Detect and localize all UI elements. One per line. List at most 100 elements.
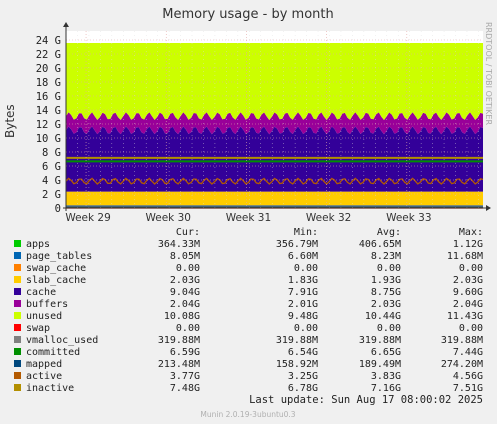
legend-value-max: 11.68M xyxy=(447,251,483,262)
y-tick-label: 24 G xyxy=(36,35,61,47)
legend-label: committed xyxy=(26,347,80,358)
legend-label: cache xyxy=(26,287,56,298)
legend-swatch xyxy=(14,324,21,331)
y-tick-label: 20 G xyxy=(36,63,61,75)
legend-value-min: 6.60M xyxy=(288,251,318,262)
y-tick-label: 8 G xyxy=(42,147,61,159)
legend-value-avg: 2.03G xyxy=(371,299,401,310)
legend-label: vmalloc_used xyxy=(26,335,98,346)
legend-value-avg: 10.44G xyxy=(365,311,401,322)
legend-label: page_tables xyxy=(26,251,92,262)
legend-swatch xyxy=(14,252,21,259)
legend-value-avg: 0.00 xyxy=(377,263,401,274)
legend-label: apps xyxy=(26,239,50,250)
legend-value-min: 9.48G xyxy=(288,311,318,322)
legend-label: swap_cache xyxy=(26,263,86,274)
legend-header: Avg: xyxy=(377,227,401,238)
area-slab-cache xyxy=(66,191,483,206)
legend-value-cur: 9.04G xyxy=(170,287,200,298)
legend-header: Min: xyxy=(294,227,318,238)
legend-label: mapped xyxy=(26,359,62,370)
legend-value-min: 7.91G xyxy=(288,287,318,298)
y-tick-label: 12 G xyxy=(36,119,61,131)
legend-value-avg: 3.83G xyxy=(371,371,401,382)
legend-label: buffers xyxy=(26,299,68,310)
legend-label: unused xyxy=(26,311,62,322)
legend-value-avg: 1.93G xyxy=(371,275,401,286)
legend-swatch xyxy=(14,384,21,391)
x-tick-label: Week 32 xyxy=(306,212,351,224)
legend-swatch xyxy=(14,288,21,295)
legend-value-max: 0.00 xyxy=(459,263,483,274)
legend-value-cur: 10.08G xyxy=(164,311,200,322)
legend-value-cur: 3.77G xyxy=(170,371,200,382)
legend-value-cur: 319.88M xyxy=(158,335,200,346)
x-axis-arrow xyxy=(486,205,491,211)
legend-value-avg: 6.65G xyxy=(371,347,401,358)
legend-value-avg: 8.75G xyxy=(371,287,401,298)
legend-value-avg: 0.00 xyxy=(377,323,401,334)
legend-value-min: 1.83G xyxy=(288,275,318,286)
legend-swatch xyxy=(14,360,21,367)
y-tick-label: 18 G xyxy=(36,77,61,89)
legend-value-cur: 8.05M xyxy=(170,251,200,262)
legend-value-avg: 189.49M xyxy=(359,359,401,370)
legend-value-cur: 7.48G xyxy=(170,383,200,394)
legend-swatch xyxy=(14,312,21,319)
x-tick-label: Week 31 xyxy=(226,212,271,224)
legend-swatch xyxy=(14,372,21,379)
y-tick-label: 14 G xyxy=(36,105,61,117)
area-buffers xyxy=(66,112,483,135)
legend-value-avg: 319.88M xyxy=(359,335,401,346)
footer-version: Munin 2.0.19-3ubuntu0.3 xyxy=(200,410,295,419)
x-tick-label: Week 33 xyxy=(386,212,431,224)
y-tick-label: 4 G xyxy=(42,175,61,187)
y-tick-label: 2 G xyxy=(42,189,61,201)
legend-value-min: 0.00 xyxy=(294,263,318,274)
x-tick-label: Week 30 xyxy=(146,212,191,224)
legend: Cur: Min: Avg: Max: apps 364.33M 356.79M 406.65… xyxy=(14,227,483,394)
y-tick-label: 6 G xyxy=(42,161,61,173)
plot-area: 0 2 G 4 G 6 G 8 G 10 G 12 G 14 G 16 G 18 G 20 G 22 … xyxy=(36,22,491,224)
legend-header: Max: xyxy=(459,227,483,238)
legend-value-avg: 7.16G xyxy=(371,383,401,394)
legend-value-max: 7.44G xyxy=(453,347,483,358)
legend-value-min: 6.78G xyxy=(288,383,318,394)
legend-value-min: 158.92M xyxy=(276,359,318,370)
y-axis-label: Bytes xyxy=(3,104,17,138)
legend-value-cur: 2.04G xyxy=(170,299,200,310)
legend-value-min: 6.54G xyxy=(288,347,318,358)
x-tick-label: Week 29 xyxy=(65,212,110,224)
legend-value-max: 0.00 xyxy=(459,323,483,334)
legend-value-max: 11.43G xyxy=(447,311,483,322)
legend-value-cur: 213.48M xyxy=(158,359,200,370)
legend-value-max: 2.04G xyxy=(453,299,483,310)
area-cache xyxy=(66,126,483,192)
legend-value-max: 4.56G xyxy=(453,371,483,382)
legend-value-max: 1.12G xyxy=(453,239,483,250)
y-tick-label: 22 G xyxy=(36,49,61,61)
legend-value-cur: 2.03G xyxy=(170,275,200,286)
legend-label: inactive xyxy=(26,383,74,394)
legend-value-min: 3.25G xyxy=(288,371,318,382)
legend-value-min: 2.01G xyxy=(288,299,318,310)
rrdtool-watermark: RRDTOOL / TOBI OETIKER xyxy=(484,22,493,125)
y-axis-arrow xyxy=(63,22,69,27)
legend-value-max: 9.60G xyxy=(453,287,483,298)
legend-label: swap xyxy=(26,323,50,334)
legend-swatch xyxy=(14,336,21,343)
legend-value-min: 0.00 xyxy=(294,323,318,334)
legend-swatch xyxy=(14,348,21,355)
legend-value-min: 356.79M xyxy=(276,239,318,250)
legend-value-cur: 0.00 xyxy=(176,323,200,334)
legend-value-max: 2.03G xyxy=(453,275,483,286)
legend-value-max: 319.88M xyxy=(441,335,483,346)
legend-label: active xyxy=(26,371,62,382)
legend-swatch xyxy=(14,240,21,247)
area-unused xyxy=(66,43,483,120)
y-tick-label: 16 G xyxy=(36,91,61,103)
legend-value-min: 319.88M xyxy=(276,335,318,346)
legend-value-cur: 6.59G xyxy=(170,347,200,358)
legend-value-avg: 8.23M xyxy=(371,251,401,262)
